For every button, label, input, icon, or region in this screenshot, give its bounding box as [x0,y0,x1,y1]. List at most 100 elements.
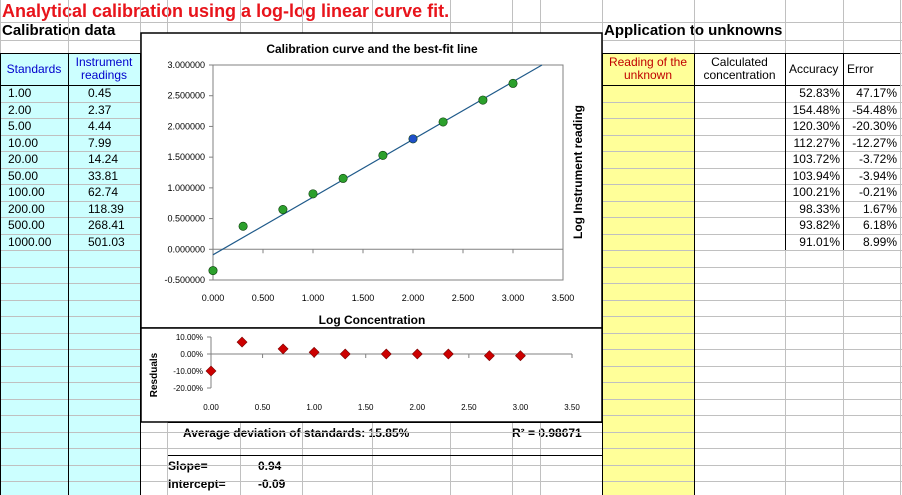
x-tick-label: 0.00 [203,403,219,412]
residual-point [483,350,495,362]
y-axis-label: Log Instrument reading [571,105,585,239]
table-cell: 120.30% [792,119,840,133]
table-cell: 501.03 [88,234,125,249]
table-cell: 100.00 [8,185,45,199]
table-cell: 47.17% [856,86,897,100]
table-header: Calculated concentration [703,55,776,82]
data-point [508,78,518,88]
col-border [785,53,786,250]
grid-line-h [0,464,902,466]
x-tick-label: 2.00 [409,403,425,412]
table-cell: 103.94% [792,168,840,183]
table-cell: 98.33% [799,201,840,216]
residual-point [411,348,423,360]
x-tick-label: 2.500 [452,293,475,303]
fit-line [212,64,543,256]
residual-point [515,350,526,362]
table-cell: 100.21% [792,185,840,199]
x-tick-label: 3.00 [513,403,529,412]
row-border [602,85,900,86]
table-cell: 4.44 [88,119,112,133]
table-header: Accuracy [789,61,839,76]
intercept: -0.09 [258,477,286,491]
row-border [0,53,140,54]
x-tick-label: 3.000 [502,293,525,303]
table-cell: 6.18% [862,218,897,232]
table-header: Reading of the unknown [608,55,688,82]
col-border [0,53,1,495]
application-heading: Application to unknowns [604,22,783,39]
y-tick-label: 10.00% [176,333,203,342]
grid-line-h [0,448,902,449]
table-cell: 2.00 [8,102,32,117]
data-point [408,134,418,144]
table-cell: -54.48% [852,102,897,117]
table-cell: 2.37 [88,102,112,117]
x-tick-label: 2.50 [461,403,477,412]
x-tick-label: 0.000 [202,293,225,303]
row-border [602,53,900,54]
cell-fill [602,53,694,495]
y-axis-label: Resduals [149,352,160,397]
slope: 0.94 [258,459,282,473]
table-cell: 10.00 [8,135,39,150]
residual-point [236,336,248,348]
residual-point [380,348,392,360]
table-cell: 14.24 [88,152,119,166]
table-cell: 5.00 [8,119,32,133]
table-cell: 7.99 [88,135,112,150]
table-cell: 93.82% [799,218,840,232]
y-tick-label: 3.000000 [167,60,205,70]
table-cell: 154.48% [792,102,840,117]
table-cell: 52.83% [799,86,840,100]
y-tick-label: -10.00% [173,367,203,376]
data-point [438,117,448,127]
x-axis-label: Log Concentration [319,313,426,327]
y-tick-label: 1.000000 [167,183,205,193]
x-tick-label: 0.500 [252,293,275,303]
row-border [168,455,602,456]
table-cell: 200.00 [8,201,45,216]
x-tick-label: 1.500 [352,293,375,303]
y-tick-label: 0.000000 [167,244,205,254]
table-header: Standards [6,61,62,76]
table-cell: 8.99% [862,234,897,249]
residual-point [205,365,217,377]
y-tick-label: 1.500000 [167,152,205,162]
y-tick-label: -0.500000 [164,275,205,285]
r-squared: R² = 0.98671 [512,426,582,440]
y-tick-label: -20.00% [173,384,203,393]
data-point [338,173,348,183]
data-point [378,150,388,160]
residual-point [277,343,289,355]
calibration-heading: Calibration data [2,22,116,39]
table-cell: 268.41 [88,218,125,232]
x-tick-label: 3.500 [552,293,575,303]
y-tick-label: 0.00% [180,350,203,359]
y-tick-label: 0.500000 [167,214,205,224]
y-tick-label: 2.500000 [167,91,205,101]
row-border [0,85,140,86]
plot-area [212,64,564,281]
grid-line-v [900,0,901,495]
table-cell: -20.30% [852,119,897,133]
average-deviation: Average deviation of standards: 15.85% [183,426,410,440]
data-point [478,95,488,105]
table-cell: 33.81 [88,168,119,183]
table-cell: 118.39 [88,201,124,216]
intercept-label: Intercept= [168,477,226,491]
table-header: Instrument readings [75,55,133,82]
table-cell: -3.94% [858,168,897,183]
sheet-title: Analytical calibration using a log-log l… [2,1,450,21]
data-point [308,189,318,199]
y-tick-label: 2.000000 [167,121,205,131]
data-point [278,205,288,215]
chart-title: Calibration curve and the best-fit line [266,42,478,56]
x-tick-label: 0.50 [255,403,271,412]
data-point [238,221,248,231]
col-border [68,53,69,495]
cell-fill [0,53,140,495]
table-cell: -12.27% [852,135,897,150]
